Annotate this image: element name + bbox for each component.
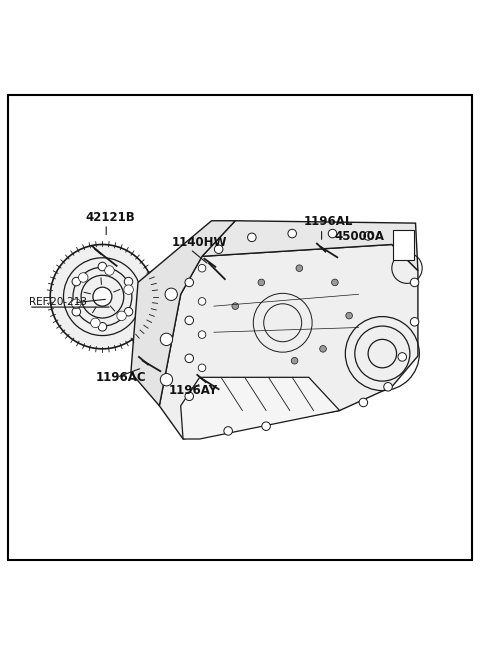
Circle shape xyxy=(165,288,178,301)
Circle shape xyxy=(332,279,338,286)
Text: 1196AC: 1196AC xyxy=(96,371,146,384)
Circle shape xyxy=(185,354,193,363)
Circle shape xyxy=(198,331,206,339)
Circle shape xyxy=(328,229,337,238)
Circle shape xyxy=(91,318,100,328)
Circle shape xyxy=(410,318,419,326)
Circle shape xyxy=(398,352,407,361)
Circle shape xyxy=(410,278,419,287)
Circle shape xyxy=(248,233,256,242)
Text: 1196AL: 1196AL xyxy=(304,215,353,229)
Polygon shape xyxy=(131,221,235,406)
Circle shape xyxy=(291,358,298,364)
Circle shape xyxy=(50,244,155,349)
FancyBboxPatch shape xyxy=(8,95,472,560)
Circle shape xyxy=(232,303,239,309)
Circle shape xyxy=(79,272,88,282)
Circle shape xyxy=(160,373,173,386)
Polygon shape xyxy=(202,221,418,271)
Circle shape xyxy=(296,265,302,272)
Circle shape xyxy=(215,245,223,253)
Text: 42121B: 42121B xyxy=(86,211,135,224)
Circle shape xyxy=(359,398,368,407)
Circle shape xyxy=(98,322,107,331)
Circle shape xyxy=(320,346,326,352)
Circle shape xyxy=(198,364,206,371)
Circle shape xyxy=(72,307,81,316)
Circle shape xyxy=(346,312,352,319)
Circle shape xyxy=(384,383,392,391)
Circle shape xyxy=(124,307,133,316)
Circle shape xyxy=(160,333,173,346)
Circle shape xyxy=(364,232,372,240)
Polygon shape xyxy=(159,244,418,439)
Circle shape xyxy=(224,426,232,435)
Circle shape xyxy=(124,285,133,294)
Circle shape xyxy=(72,299,81,309)
Circle shape xyxy=(124,277,133,286)
Circle shape xyxy=(72,277,81,286)
Circle shape xyxy=(185,316,193,325)
Circle shape xyxy=(185,278,193,287)
Circle shape xyxy=(98,262,107,271)
Circle shape xyxy=(93,287,112,306)
Text: 1140HW: 1140HW xyxy=(171,236,227,249)
Circle shape xyxy=(185,392,193,401)
Circle shape xyxy=(105,266,114,275)
Circle shape xyxy=(198,265,206,272)
FancyBboxPatch shape xyxy=(393,230,414,260)
Circle shape xyxy=(198,297,206,305)
Text: 45000A: 45000A xyxy=(335,230,385,243)
Text: REF.20-213: REF.20-213 xyxy=(29,297,87,307)
Circle shape xyxy=(397,245,406,253)
Text: 1196AY: 1196AY xyxy=(169,384,218,397)
Circle shape xyxy=(262,422,270,430)
Polygon shape xyxy=(180,377,340,439)
Circle shape xyxy=(117,311,126,320)
Circle shape xyxy=(258,279,264,286)
Circle shape xyxy=(288,229,297,238)
